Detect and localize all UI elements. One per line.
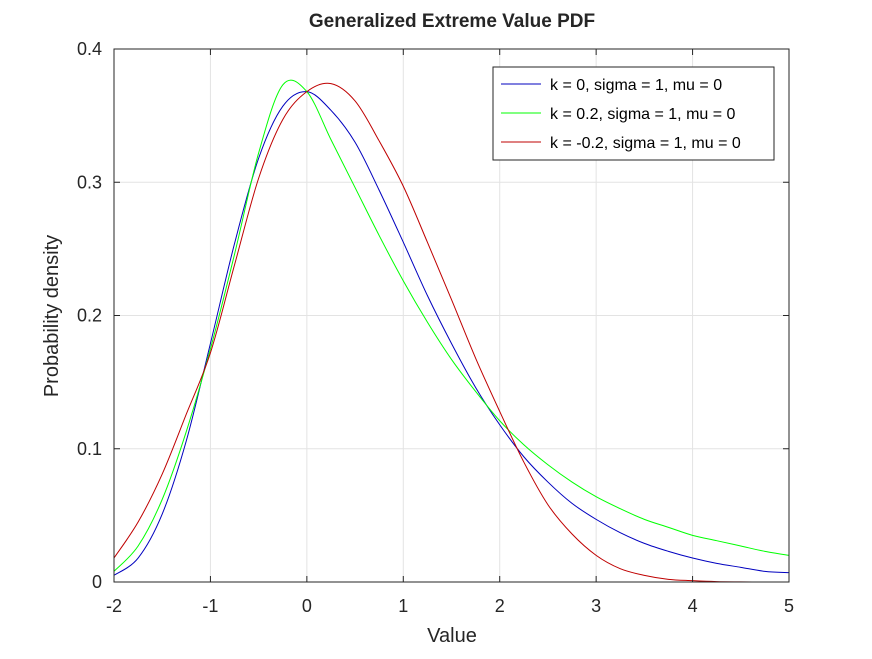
- y-tick-label: 0.4: [77, 39, 102, 59]
- series-line-2: [113, 79, 790, 572]
- y-tick-label: 0.3: [77, 172, 102, 192]
- x-tick-label: 5: [784, 596, 794, 616]
- legend: k = 0, sigma = 1, mu = 0 k = 0.2, sigma =…: [492, 66, 775, 161]
- y-axis-label: Probability density: [41, 235, 63, 397]
- x-tick-label: 0: [302, 596, 312, 616]
- x-tick-label: -1: [202, 596, 218, 616]
- x-tick-label: -2: [106, 596, 122, 616]
- legend-label-1: k = 0, sigma = 1, mu = 0: [550, 77, 722, 94]
- x-axis-label: Value: [427, 625, 477, 647]
- series-line-1: [113, 91, 790, 576]
- x-tick-label: 2: [495, 596, 505, 616]
- series-layer: [113, 79, 790, 583]
- x-tick-label: 4: [688, 596, 698, 616]
- chart-title: Generalized Extreme Value PDF: [309, 11, 595, 32]
- legend-label-3: k = -0.2, sigma = 1, mu = 0: [550, 135, 741, 152]
- y-tick-label: 0.1: [77, 439, 102, 459]
- x-tick-label: 1: [398, 596, 408, 616]
- y-tick-label: 0: [92, 572, 102, 592]
- series-line-3: [113, 82, 790, 583]
- ticks: -2 -1 0 1 2 3 4 5 0 0.1 0.2 0.3 0.4: [77, 39, 794, 616]
- x-tick-label: 3: [591, 596, 601, 616]
- y-tick-label: 0.2: [77, 306, 102, 326]
- legend-label-2: k = 0.2, sigma = 1, mu = 0: [550, 106, 736, 123]
